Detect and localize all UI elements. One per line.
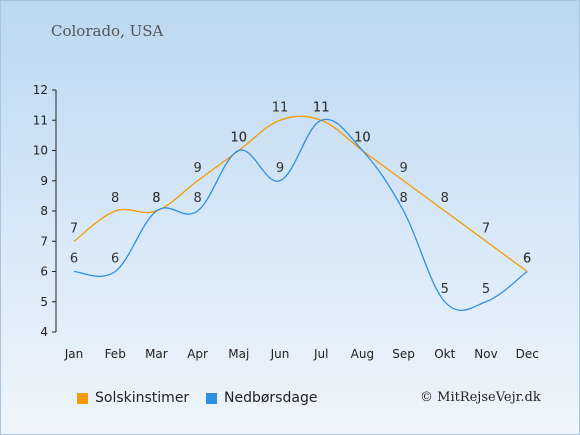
sunshine-value-label: 8 [111, 191, 119, 206]
y-tick-label: 10 [33, 144, 48, 158]
y-tick-label: 5 [40, 295, 48, 309]
location-title: Colorado, USA [51, 22, 164, 40]
x-tick-label: Mar [145, 347, 168, 361]
line-chart: 4 5 6 7 8 9 10 11 12 Jan Feb Mar Apr Maj Jun Jul Aug Sep O… [33, 83, 539, 361]
precipitation-value-label: 8 [399, 191, 407, 206]
sunshine-value-label: 11 [313, 100, 330, 115]
legend-item-sunshine: Solskinstimer [77, 390, 189, 406]
sunshine-line [73, 115, 528, 273]
y-tick-label: 12 [33, 83, 48, 97]
y-tick-label: 7 [40, 234, 48, 248]
precipitation-value-label: 8 [152, 191, 160, 206]
x-tick-label: Jan [64, 347, 84, 361]
y-tick-label: 9 [40, 174, 48, 188]
sunshine-value-label: 9 [193, 161, 201, 176]
x-tick-label: Aug [351, 347, 374, 361]
precipitation-value-label: 10 [231, 131, 248, 146]
y-tick-label: 6 [40, 265, 48, 279]
x-tick-label: Maj [228, 347, 249, 361]
x-tick-label: Sep [392, 347, 415, 361]
precipitation-value-label: 6 [523, 252, 531, 267]
legend-swatch-precipitation [206, 392, 217, 404]
sunshine-value-label: 7 [70, 221, 78, 236]
precipitation-value-label: 6 [111, 252, 119, 267]
legend-label-precipitation: Nedbørsdage [224, 390, 318, 406]
x-tick-label: Apr [187, 347, 208, 361]
y-tick-label: 4 [40, 325, 48, 339]
sunshine-value-label: 8 [152, 191, 160, 206]
axes: 4 5 6 7 8 9 10 11 12 Jan Feb Mar Apr Maj Jun Jul Aug Sep O… [33, 83, 539, 361]
series-lines [73, 115, 528, 312]
precipitation-value-label: 10 [354, 131, 371, 146]
x-tick-label: Nov [474, 347, 497, 361]
x-tick-label: Okt [434, 347, 455, 361]
sunshine-value-label: 9 [399, 161, 407, 176]
x-tick-label: Dec [516, 347, 539, 361]
precipitation-value-label: 8 [193, 191, 201, 206]
precipitation-value-label: 5 [482, 282, 490, 297]
sunshine-value-label: 7 [482, 221, 490, 236]
sunshine-value-label: 10 [231, 131, 248, 146]
legend-swatch-sunshine [77, 392, 88, 404]
sunshine-value-label: 6 [523, 252, 531, 267]
x-tick-label: Jul [313, 347, 328, 361]
x-tick-label: Feb [105, 347, 126, 361]
precipitation-value-label: 6 [70, 252, 78, 267]
y-tick-label: 8 [40, 204, 48, 218]
legend-label-sunshine: Solskinstimer [95, 390, 190, 406]
x-tick-label: Jun [270, 347, 290, 361]
precipitation-line [73, 118, 528, 312]
precipitation-value-label: 11 [313, 100, 330, 115]
precipitation-value-label: 5 [441, 282, 449, 297]
precipitation-value-label: 9 [276, 161, 284, 176]
sunshine-value-label: 8 [441, 191, 449, 206]
y-tick-label: 11 [33, 113, 48, 127]
legend-item-precipitation: Nedbørsdage [206, 390, 317, 406]
sunshine-value-label: 11 [272, 100, 289, 115]
credit-link[interactable]: © MitRejseVejr.dk [420, 390, 541, 405]
sunshine-value-label: 10 [354, 131, 371, 146]
